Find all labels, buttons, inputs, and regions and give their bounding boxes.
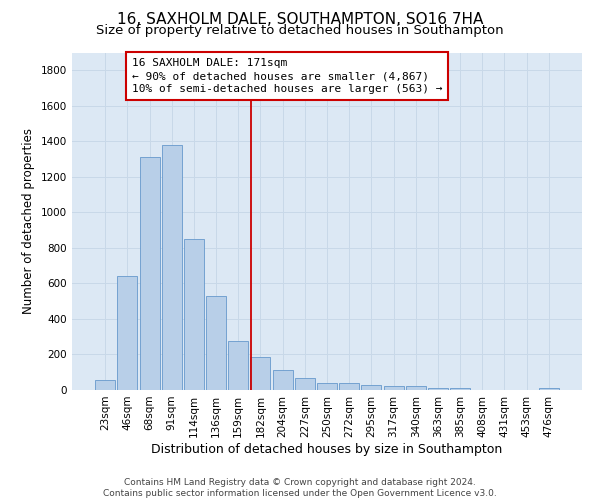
Bar [295,378,315,390]
Bar [184,239,204,390]
Text: 16 SAXHOLM DALE: 171sqm
← 90% of detached houses are smaller (4,867)
10% of semi: 16 SAXHOLM DALE: 171sqm ← 90% of detache… [132,58,442,94]
Bar [140,158,160,390]
Bar [95,380,115,390]
X-axis label: Distribution of detached houses by size in Southampton: Distribution of detached houses by size … [151,442,503,456]
Bar [383,386,404,390]
Bar [361,384,382,390]
Bar [162,145,182,390]
Bar [206,296,226,390]
Bar [450,388,470,390]
Bar [317,383,337,390]
Y-axis label: Number of detached properties: Number of detached properties [22,128,35,314]
Bar [250,357,271,390]
Bar [118,276,137,390]
Bar [539,388,559,390]
Text: 16, SAXHOLM DALE, SOUTHAMPTON, SO16 7HA: 16, SAXHOLM DALE, SOUTHAMPTON, SO16 7HA [117,12,483,28]
Text: Contains HM Land Registry data © Crown copyright and database right 2024.
Contai: Contains HM Land Registry data © Crown c… [103,478,497,498]
Bar [339,383,359,390]
Bar [228,341,248,390]
Bar [428,388,448,390]
Text: Size of property relative to detached houses in Southampton: Size of property relative to detached ho… [96,24,504,37]
Bar [406,386,426,390]
Bar [272,370,293,390]
